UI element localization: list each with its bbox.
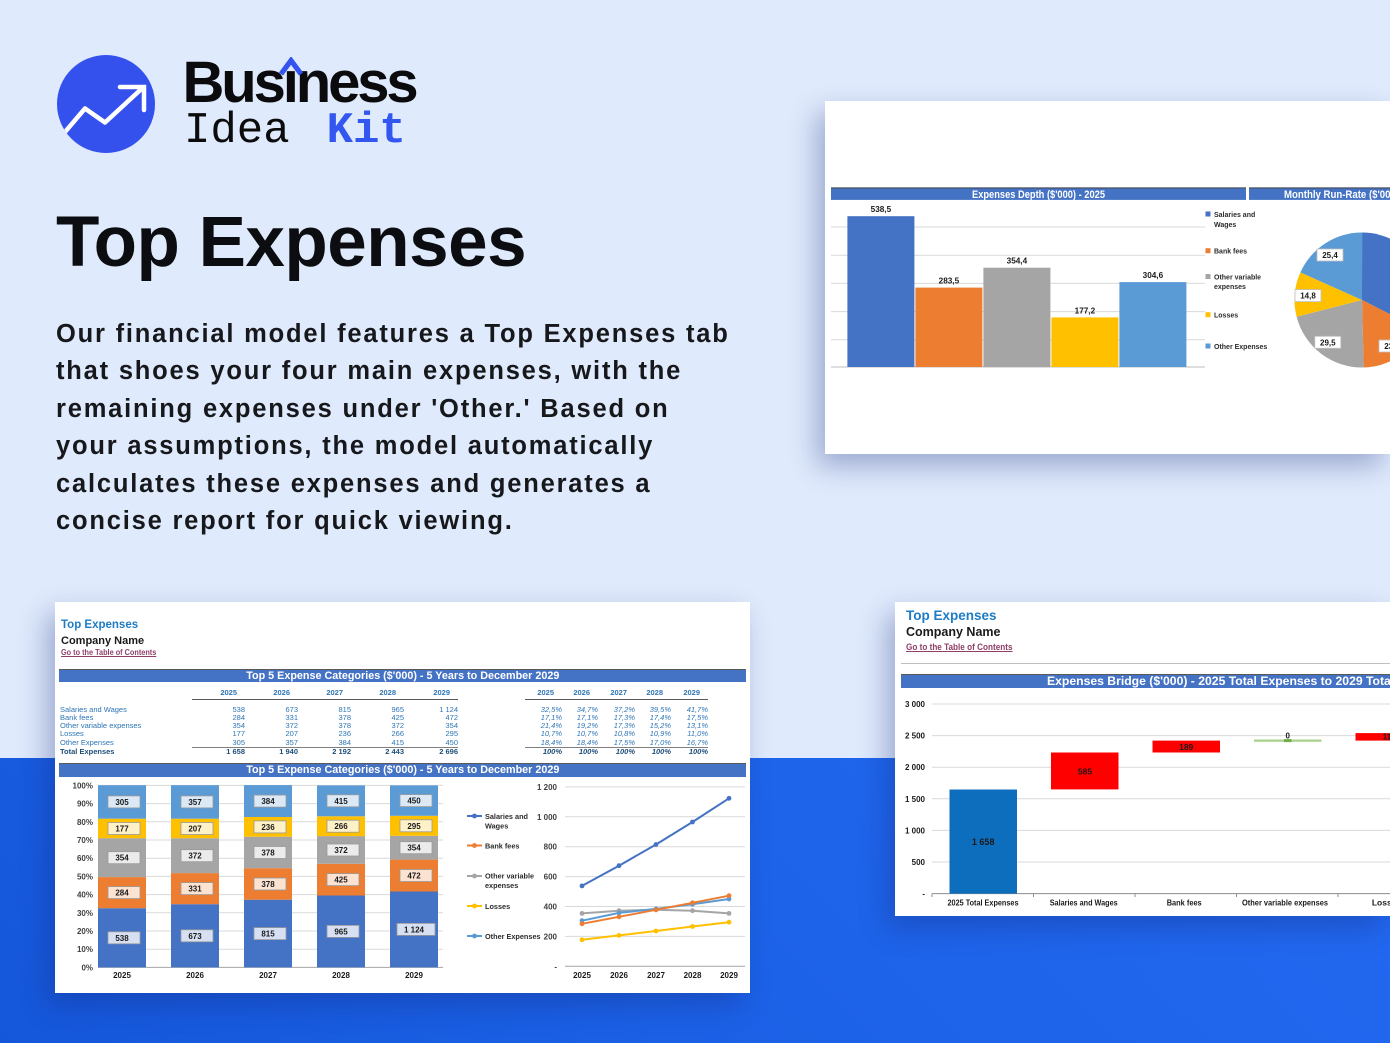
svg-text:295: 295 [407, 822, 421, 831]
svg-text:177,2: 177,2 [1075, 306, 1096, 315]
svg-text:372: 372 [188, 852, 202, 861]
svg-text:2025 Total Expenses: 2025 Total Expenses [948, 898, 1019, 908]
svg-text:50%: 50% [77, 872, 93, 881]
svg-text:Salaries and: Salaries and [1214, 212, 1255, 219]
svg-text:2028: 2028 [332, 971, 350, 980]
svg-text:2027: 2027 [259, 971, 277, 980]
svg-text:Losses: Losses [1214, 313, 1238, 320]
svg-text:Monthly Run-Rate ($'000) - 202: Monthly Run-Rate ($'000) - 2025 [1284, 189, 1390, 201]
svg-text:23,7: 23,7 [1384, 342, 1390, 351]
svg-text:2025: 2025 [113, 971, 131, 980]
svg-text:177: 177 [115, 825, 129, 834]
svg-text:1 124: 1 124 [404, 925, 425, 934]
svg-text:Wages: Wages [485, 822, 508, 831]
svg-text:Bank fees: Bank fees [1214, 249, 1247, 256]
svg-text:30%: 30% [77, 909, 93, 918]
svg-text:expenses: expenses [1214, 284, 1246, 291]
svg-text:2 000: 2 000 [905, 763, 926, 772]
svg-text:Other variable: Other variable [1214, 275, 1261, 282]
svg-text:378: 378 [261, 880, 275, 889]
svg-text:Wages: Wages [1214, 222, 1236, 229]
svg-text:-: - [922, 890, 925, 899]
svg-text:284: 284 [115, 889, 129, 898]
svg-text:Salaries and: Salaries and [485, 812, 528, 821]
svg-text:207: 207 [188, 825, 202, 834]
svg-text:472: 472 [407, 872, 421, 881]
svg-text:538,5: 538,5 [871, 205, 892, 214]
svg-text:Losses: Losses [485, 902, 510, 911]
svg-text:372: 372 [334, 846, 348, 855]
svg-text:800: 800 [544, 843, 558, 852]
svg-text:1 658: 1 658 [972, 837, 995, 847]
svg-text:965: 965 [334, 927, 348, 936]
svg-text:80%: 80% [77, 818, 93, 827]
svg-text:400: 400 [544, 903, 558, 912]
svg-text:Other Expenses: Other Expenses [1214, 344, 1267, 351]
svg-text:70%: 70% [77, 836, 93, 845]
svg-text:2026: 2026 [186, 971, 204, 980]
svg-text:450: 450 [407, 797, 421, 806]
svg-text:-: - [554, 962, 557, 971]
svg-text:Other variable: Other variable [485, 872, 534, 881]
svg-text:354: 354 [115, 854, 129, 863]
svg-text:357: 357 [188, 798, 202, 807]
svg-text:384: 384 [261, 797, 275, 806]
svg-text:815: 815 [261, 930, 275, 939]
svg-text:189: 189 [1179, 742, 1193, 752]
svg-text:expenses: expenses [485, 881, 518, 890]
svg-text:Salaries and Wages: Salaries and Wages [1050, 898, 1118, 908]
svg-text:29,5: 29,5 [1320, 338, 1336, 347]
svg-text:3 000: 3 000 [905, 700, 926, 709]
svg-text:Other Expenses: Other Expenses [485, 932, 541, 941]
svg-text:266: 266 [334, 822, 348, 831]
svg-text:Bank fees: Bank fees [485, 842, 519, 851]
svg-text:673: 673 [188, 932, 202, 941]
svg-text:2029: 2029 [405, 971, 423, 980]
svg-text:60%: 60% [77, 854, 93, 863]
svg-text:Other variable expenses: Other variable expenses [1242, 898, 1328, 908]
svg-text:236: 236 [261, 823, 275, 832]
svg-text:Bank fees: Bank fees [1167, 898, 1202, 908]
svg-text:2025: 2025 [573, 971, 591, 980]
svg-text:500: 500 [912, 858, 926, 867]
svg-text:425: 425 [334, 876, 348, 885]
svg-text:118: 118 [1383, 733, 1390, 742]
svg-text:600: 600 [544, 873, 558, 882]
svg-text:331: 331 [188, 885, 202, 894]
svg-text:2029: 2029 [720, 971, 738, 980]
svg-text:1 000: 1 000 [905, 826, 926, 835]
svg-text:378: 378 [261, 849, 275, 858]
svg-text:25,4: 25,4 [1322, 251, 1338, 260]
svg-text:305: 305 [115, 798, 129, 807]
svg-text:304,6: 304,6 [1143, 271, 1164, 280]
svg-text:10%: 10% [77, 945, 93, 954]
svg-text:1 500: 1 500 [905, 795, 926, 804]
svg-text:1 000: 1 000 [537, 813, 558, 822]
svg-text:354: 354 [407, 844, 421, 853]
svg-text:100%: 100% [73, 782, 93, 790]
svg-text:40%: 40% [77, 891, 93, 900]
svg-text:2026: 2026 [610, 971, 628, 980]
svg-text:2027: 2027 [647, 971, 665, 980]
svg-text:0%: 0% [81, 963, 93, 972]
svg-text:200: 200 [544, 932, 558, 941]
svg-text:1 200: 1 200 [537, 783, 558, 792]
svg-text:2028: 2028 [684, 971, 702, 980]
svg-text:14,8: 14,8 [1300, 292, 1316, 301]
svg-text:Losses: Losses [1372, 898, 1390, 908]
svg-text:283,5: 283,5 [939, 277, 960, 286]
svg-text:415: 415 [334, 797, 348, 806]
svg-text:20%: 20% [77, 927, 93, 936]
svg-text:90%: 90% [77, 800, 93, 809]
svg-text:585: 585 [1078, 767, 1092, 777]
svg-text:Expenses Depth ($'000) - 2025: Expenses Depth ($'000) - 2025 [972, 189, 1105, 201]
svg-text:2 500: 2 500 [905, 732, 926, 741]
svg-text:538: 538 [115, 934, 129, 943]
svg-text:354,4: 354,4 [1007, 257, 1028, 266]
svg-text:0: 0 [1285, 732, 1290, 741]
